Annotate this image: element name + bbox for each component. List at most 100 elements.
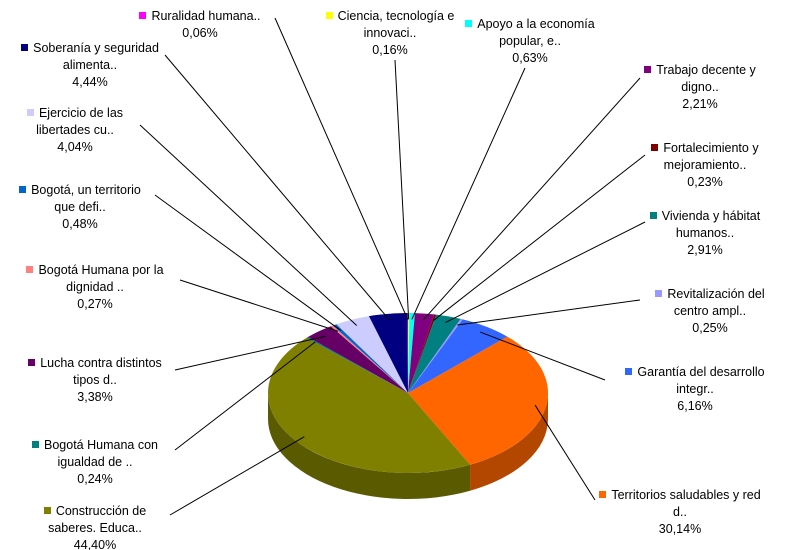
slice-name: Ejercicio de las libertades cu.. <box>36 106 124 137</box>
leader-line <box>274 17 409 320</box>
slice-name: Revitalización del centro ampl.. <box>667 287 765 318</box>
legend-marker <box>28 359 36 366</box>
slice-label: Ruralidad humana.. 0,06% <box>120 8 280 42</box>
pie-slice <box>408 319 508 393</box>
legend-marker <box>625 368 633 375</box>
slice-value: 2,91% <box>687 243 723 257</box>
pie-slice <box>368 313 408 393</box>
legend-marker <box>651 144 659 151</box>
slice-value: 2,21% <box>682 97 718 111</box>
slice-name: Construcción de saberes. Educa.. <box>48 504 147 535</box>
pie-slice <box>408 314 461 393</box>
leader-line <box>169 436 305 516</box>
leader-line <box>164 54 390 321</box>
slice-name: Territorios saludables y red d.. <box>611 488 761 519</box>
legend-marker <box>32 441 40 448</box>
leader-line <box>445 221 646 324</box>
slice-label: Bogotá Humana por la dignidad .. 0,27% <box>20 262 170 313</box>
pie-slice <box>408 313 410 393</box>
slice-name: Bogotá Humana por la dignidad .. <box>38 263 164 294</box>
legend-marker <box>325 12 333 19</box>
legend-marker <box>644 66 652 73</box>
slice-value: 4,04% <box>57 140 93 154</box>
slice-value: 0,06% <box>182 26 218 40</box>
slice-label: Apoyo a la economía popular, e.. 0,63% <box>460 16 600 67</box>
slice-label: Soberanía y seguridad alimenta.. 4,44% <box>15 40 165 91</box>
leader-line <box>534 404 596 501</box>
slice-value: 0,16% <box>372 43 408 57</box>
slice-label: Ciencia, tecnología e innovaci.. 0,16% <box>310 8 470 59</box>
slice-label: Territorios saludables y red d.. 30,14% <box>595 487 765 538</box>
slice-label: Lucha contra distintos tipos d.. 3,38% <box>20 355 170 406</box>
slice-value: 6,16% <box>677 399 713 413</box>
slice-value: 0,23% <box>687 175 723 189</box>
leader-line <box>139 124 358 326</box>
slice-name: Ciencia, tecnología e innovaci.. <box>337 9 455 40</box>
slice-value: 0,48% <box>62 217 98 231</box>
legend-marker <box>139 12 147 19</box>
pie-slice <box>306 337 408 393</box>
pie-slice <box>307 326 408 393</box>
slice-value: 30,14% <box>658 522 702 536</box>
leader-line <box>174 335 327 371</box>
leader-line <box>411 67 526 320</box>
slice-value: 3,38% <box>77 390 113 404</box>
slice-name: Fortalecimiento y mejoramiento.. <box>663 141 759 172</box>
slice-label: Bogotá Humana con igualdad de .. 0,24% <box>20 437 170 488</box>
slice-value: 4,44% <box>72 75 108 89</box>
slice-label: Construcción de saberes. Educa.. 44,40% <box>20 503 170 550</box>
slice-name: Bogotá, un territorio que defi.. <box>31 183 141 214</box>
legend-marker <box>43 507 51 514</box>
slice-value: 0,25% <box>692 321 728 335</box>
leader-line <box>179 279 339 332</box>
slice-label: Trabajo decente y digno.. 2,21% <box>635 62 765 113</box>
slice-label: Garantía del desarrollo integr.. 6,16% <box>610 364 780 415</box>
pie-slice <box>408 313 435 393</box>
pie-slice <box>330 325 408 393</box>
legend-marker <box>655 290 663 297</box>
legend-marker <box>26 266 34 273</box>
pie-slice <box>408 336 548 465</box>
slice-label: Fortalecimiento y mejoramiento.. 0,23% <box>640 140 770 191</box>
slice-value: 44,40% <box>73 538 117 550</box>
slice-name: Ruralidad humana.. <box>151 9 261 23</box>
leader-line <box>422 77 641 321</box>
slice-label: Revitalización del centro ampl.. 0,25% <box>640 286 780 337</box>
legend-marker <box>465 20 473 27</box>
slice-label: Ejercicio de las libertades cu.. 4,04% <box>10 105 140 156</box>
slice-value: 0,27% <box>77 297 113 311</box>
pie-side <box>268 393 471 499</box>
leader-line <box>174 341 316 451</box>
slice-value: 0,63% <box>512 51 548 65</box>
slice-name: Trabajo decente y digno.. <box>656 63 756 94</box>
slice-label: Vivienda y hábitat humanos.. 2,91% <box>640 208 770 259</box>
slice-name: Soberanía y seguridad alimenta.. <box>33 41 159 72</box>
slice-label: Bogotá, un territorio que defi.. 0,48% <box>10 182 150 233</box>
pie-slice <box>408 318 463 393</box>
leader-line <box>480 331 606 381</box>
legend-marker <box>21 44 29 51</box>
slice-name: Apoyo a la economía popular, e.. <box>477 17 595 48</box>
pie-slice <box>408 313 415 393</box>
pie-slice <box>407 313 408 393</box>
slice-name: Bogotá Humana con igualdad de .. <box>44 438 158 469</box>
pie-slice <box>336 316 408 393</box>
leader-line <box>457 299 641 326</box>
leader-line <box>432 154 646 322</box>
legend-marker <box>599 491 607 498</box>
slice-name: Garantía del desarrollo integr.. <box>637 365 765 396</box>
legend-marker <box>26 109 34 116</box>
pie-slice <box>332 324 408 393</box>
pie-slice <box>268 337 471 473</box>
slice-value: 0,24% <box>77 472 113 486</box>
pie-side <box>470 393 548 491</box>
leader-line <box>394 59 410 320</box>
legend-marker <box>19 186 27 193</box>
pie-slice <box>408 314 437 393</box>
slice-name: Vivienda y hábitat humanos.. <box>661 209 761 240</box>
leader-line <box>154 194 341 331</box>
legend-marker <box>649 212 657 219</box>
slice-name: Lucha contra distintos tipos d.. <box>40 356 162 387</box>
